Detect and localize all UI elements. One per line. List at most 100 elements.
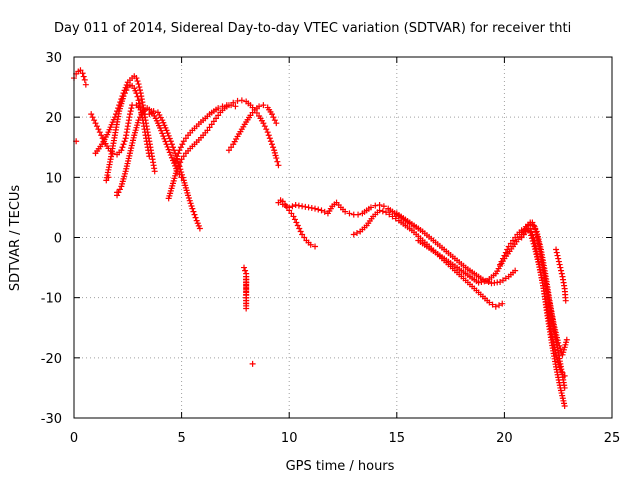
data-point bbox=[267, 138, 274, 145]
data-point bbox=[481, 278, 488, 285]
data-point bbox=[174, 153, 181, 160]
data-point bbox=[288, 210, 295, 217]
data-point bbox=[213, 115, 220, 122]
data-point bbox=[163, 127, 170, 134]
data-point bbox=[215, 112, 222, 119]
data-point bbox=[175, 150, 182, 157]
data-point bbox=[159, 130, 166, 137]
data-point bbox=[114, 189, 121, 196]
data-point bbox=[321, 208, 328, 215]
data-point bbox=[234, 97, 241, 104]
y-tick-label: -30 bbox=[41, 412, 62, 427]
data-point bbox=[346, 210, 353, 217]
data-point bbox=[256, 103, 263, 110]
data-point bbox=[555, 258, 562, 265]
data-point bbox=[266, 135, 273, 142]
data-point bbox=[271, 147, 278, 154]
data-point bbox=[558, 267, 565, 274]
data-point bbox=[242, 267, 249, 274]
data-point bbox=[187, 200, 194, 207]
ticks: 0 5 10 15 20 25 -30 -20 -10 0 10 20 30 bbox=[41, 51, 621, 446]
data-point bbox=[138, 111, 145, 118]
data-point bbox=[274, 158, 281, 165]
data-point bbox=[353, 229, 360, 236]
data-point bbox=[166, 135, 173, 142]
data-point bbox=[88, 111, 95, 118]
y-tick-label: -10 bbox=[41, 292, 62, 307]
data-point bbox=[133, 75, 140, 82]
data-point bbox=[275, 162, 282, 169]
data-point bbox=[162, 138, 169, 145]
data-point bbox=[318, 207, 325, 214]
data-point bbox=[557, 345, 564, 352]
data-point bbox=[355, 211, 362, 218]
data-point bbox=[279, 201, 286, 208]
y-axis-label: SDTVAR / TECUs bbox=[8, 185, 23, 292]
data-point bbox=[219, 103, 226, 110]
data-point bbox=[523, 225, 530, 232]
data-point bbox=[492, 303, 499, 310]
data-point bbox=[238, 97, 245, 104]
data-point bbox=[293, 219, 300, 226]
y-tick-label: 20 bbox=[45, 111, 62, 126]
data-point bbox=[315, 206, 322, 213]
data-point bbox=[127, 108, 134, 115]
data-point bbox=[372, 202, 379, 209]
data-point bbox=[135, 81, 142, 88]
data-point bbox=[272, 152, 279, 159]
data-point bbox=[520, 231, 527, 238]
data-point bbox=[118, 147, 125, 154]
data-point bbox=[176, 147, 183, 154]
data-point bbox=[92, 120, 99, 127]
data-point bbox=[80, 73, 87, 80]
data-point bbox=[297, 228, 304, 235]
data-point bbox=[312, 205, 319, 212]
data-point bbox=[134, 78, 141, 85]
data-point bbox=[299, 203, 306, 210]
data-point bbox=[376, 207, 383, 214]
data-point bbox=[81, 76, 88, 83]
data-point bbox=[522, 228, 529, 235]
data-point bbox=[96, 129, 103, 136]
data-point bbox=[192, 214, 199, 221]
data-point bbox=[367, 204, 374, 211]
data-point bbox=[163, 141, 170, 148]
data-point bbox=[196, 225, 203, 232]
data-point bbox=[561, 402, 568, 409]
data-point bbox=[168, 154, 175, 161]
data-point bbox=[478, 279, 485, 286]
y-tick-label: 10 bbox=[45, 171, 62, 186]
data-point bbox=[260, 120, 267, 127]
data-point bbox=[518, 234, 525, 241]
data-point bbox=[563, 336, 570, 343]
data-point bbox=[556, 261, 563, 268]
x-tick-label: 25 bbox=[604, 431, 621, 446]
data-point bbox=[119, 144, 126, 151]
data-point bbox=[204, 127, 211, 134]
data-point bbox=[180, 138, 187, 145]
data-point bbox=[191, 211, 198, 218]
data-point bbox=[135, 97, 142, 104]
plot-frame bbox=[73, 56, 613, 419]
data-point bbox=[305, 204, 312, 211]
data-point bbox=[562, 297, 569, 304]
data-point bbox=[188, 202, 195, 209]
data-point bbox=[530, 234, 537, 241]
data-point bbox=[273, 120, 280, 127]
data-point bbox=[121, 138, 128, 145]
data-point bbox=[289, 203, 296, 210]
y-tick-label: 30 bbox=[45, 51, 62, 66]
data-point bbox=[93, 123, 100, 130]
data-point bbox=[134, 93, 141, 100]
data-point bbox=[264, 129, 271, 136]
data-point bbox=[151, 168, 158, 175]
data-point bbox=[553, 249, 560, 256]
data-point bbox=[186, 197, 193, 204]
data-point bbox=[157, 124, 164, 131]
data-points bbox=[71, 67, 570, 409]
data-point bbox=[167, 152, 174, 159]
data-point bbox=[136, 103, 143, 110]
data-point bbox=[168, 141, 175, 148]
data-point bbox=[82, 81, 89, 88]
